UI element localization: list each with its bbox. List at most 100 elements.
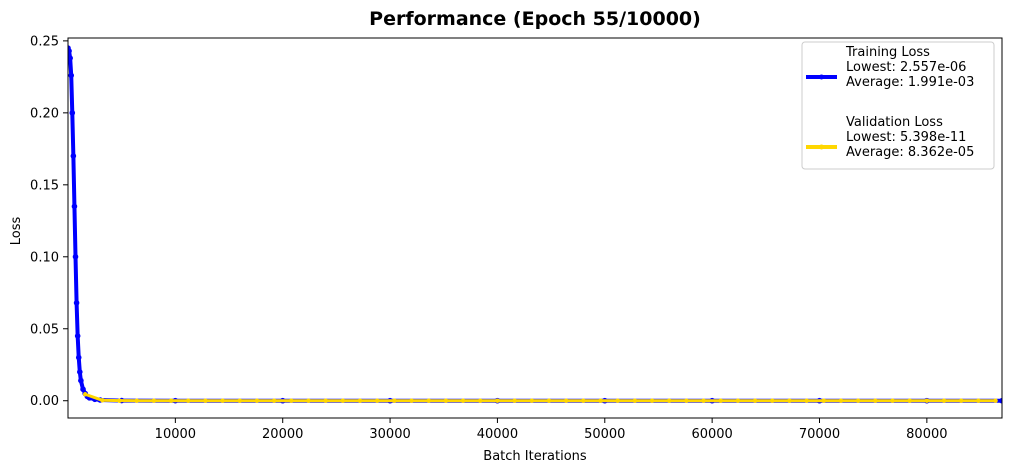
data-point: [117, 398, 122, 403]
data-point: [82, 392, 88, 397]
data-point: [546, 398, 552, 403]
data-point: [976, 398, 981, 403]
data-point: [70, 153, 77, 159]
data-point: [80, 386, 86, 393]
y-tick-label: 0.25: [30, 34, 59, 49]
data-point: [68, 48, 72, 54]
data-point: [78, 377, 84, 384]
data-point: [598, 398, 603, 403]
data-point: [838, 398, 844, 403]
data-point: [426, 398, 431, 403]
data-point: [75, 354, 82, 361]
data-point: [203, 398, 208, 403]
x-tick-label: 10000: [155, 427, 196, 442]
data-point: [340, 398, 346, 403]
x-tick-label: 80000: [906, 427, 947, 442]
data-point: [873, 398, 878, 403]
series-line-validation: [84, 392, 996, 403]
axis-ticks: 10000 20000 30000 40000 50000 60000 70000 80000…: [30, 34, 947, 442]
data-point: [632, 398, 638, 403]
x-tick-label: 20000: [262, 427, 303, 442]
legend-entry-text: Training Loss: [845, 45, 930, 60]
legend-entry-text: Average: 1.991e-03: [846, 75, 974, 90]
data-point: [529, 398, 534, 403]
legend-entry-text: Lowest: 2.557e-06: [846, 60, 966, 75]
data-point: [752, 398, 758, 403]
data-point: [357, 398, 363, 403]
x-tick-label: 30000: [369, 427, 410, 442]
plot-area: [68, 45, 1002, 404]
x-axis-label: Batch Iterations: [483, 449, 587, 464]
y-tick-label: 0.15: [30, 178, 59, 193]
data-point: [289, 398, 294, 403]
data-point: [581, 398, 586, 403]
data-point: [701, 398, 706, 403]
data-point: [77, 369, 83, 375]
data-point: [72, 253, 79, 260]
data-point: [254, 398, 260, 403]
data-point: [69, 110, 76, 116]
plot-frame: [67, 37, 1003, 419]
data-point: [821, 398, 826, 403]
data-point: [68, 72, 75, 79]
data-point: [993, 398, 998, 403]
y-tick-label: 0.10: [30, 250, 59, 265]
data-point: [649, 398, 655, 403]
data-point: [959, 398, 964, 403]
data-point: [941, 398, 947, 403]
data-point: [907, 398, 912, 403]
data-point: [890, 398, 895, 403]
y-tick-label: 0.20: [30, 106, 59, 121]
data-point: [74, 333, 81, 339]
data-point: [615, 398, 620, 403]
data-point: [71, 203, 78, 210]
data-point: [409, 398, 414, 403]
data-point: [237, 398, 242, 403]
data-point: [168, 398, 174, 403]
data-point: [718, 398, 723, 403]
data-point: [186, 398, 191, 403]
legend-marker: [819, 74, 824, 80]
legend-box: [801, 41, 995, 170]
data-point: [271, 398, 277, 403]
data-point: [100, 398, 105, 403]
data-point: [478, 398, 483, 403]
x-tick-label: 50000: [584, 427, 625, 442]
data-point: [855, 398, 861, 403]
y-axis-label: Loss: [9, 217, 24, 246]
data-point: [667, 398, 672, 403]
data-point: [460, 398, 466, 403]
data-point: [495, 398, 500, 403]
data-point: [151, 398, 157, 403]
x-tick-label: 70000: [799, 427, 840, 442]
y-tick-label: 0.00: [30, 394, 59, 409]
data-point: [512, 398, 517, 403]
x-tick-label: 60000: [691, 427, 732, 442]
legend-entry-text: Average: 8.362e-05: [846, 145, 974, 160]
data-point: [68, 55, 73, 61]
data-point: [804, 398, 809, 403]
data-point: [443, 398, 449, 403]
data-point: [770, 398, 775, 403]
y-tick-label: 0.05: [30, 322, 59, 337]
data-point: [735, 398, 741, 403]
data-point: [787, 398, 792, 403]
data-point: [684, 398, 689, 403]
x-tick-label: 40000: [477, 427, 518, 442]
data-point: [306, 398, 311, 403]
legend-marker: [819, 144, 824, 150]
data-point: [374, 398, 380, 403]
data-point: [999, 397, 1002, 404]
legend-entry-text: Lowest: 5.398e-11: [846, 130, 966, 145]
data-point: [134, 398, 139, 403]
legend-entry-text: Validation Loss: [846, 115, 943, 130]
data-point: [73, 300, 80, 306]
data-point: [392, 398, 397, 403]
data-point: [924, 398, 930, 403]
data-point: [323, 398, 328, 403]
chart-title: Performance (Epoch 55/10000): [369, 8, 701, 30]
data-point: [220, 398, 225, 403]
